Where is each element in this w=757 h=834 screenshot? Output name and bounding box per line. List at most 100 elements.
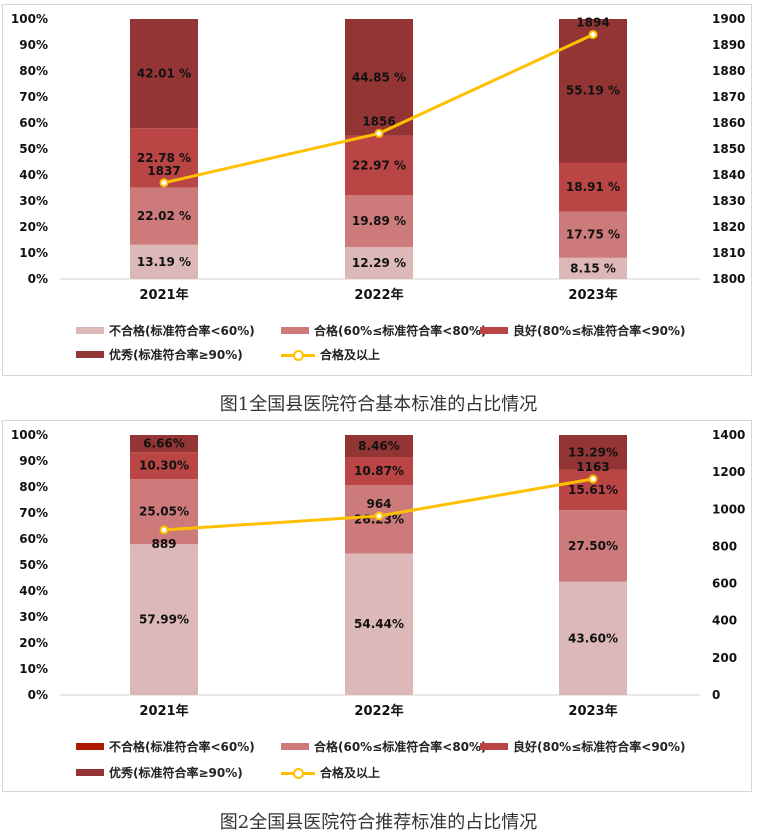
legend-item-line: 合格及以上 xyxy=(281,346,380,363)
y2-tick-label: 1400 xyxy=(712,428,745,442)
legend-item-line: 合格及以上 xyxy=(281,764,380,781)
data-label: 17.75 % xyxy=(566,228,620,242)
x-tick-label: 2023年 xyxy=(568,287,617,300)
legend-item-fail: 不合格(标准符合率<60%) xyxy=(76,738,255,755)
y-tick-label: 80% xyxy=(19,64,48,78)
y-tick-label: 10% xyxy=(19,662,48,676)
data-label: 22.02 % xyxy=(137,209,191,223)
data-label: 18.91 % xyxy=(566,180,620,194)
legend-swatch xyxy=(76,743,104,750)
bar-segment xyxy=(345,19,413,136)
y2-tick-label: 200 xyxy=(712,651,737,665)
legend-1: 不合格(标准符合率<60%) 合格(60%≤标准符合率<80%) 良好(80%≤… xyxy=(0,0,757,376)
legend-2: 不合格(标准符合率<60%) 合格(60%≤标准符合率<80%) 良好(80%≤… xyxy=(0,418,757,794)
y-tick-label: 50% xyxy=(19,558,48,572)
y-tick-label: 70% xyxy=(19,90,48,104)
bar-segment xyxy=(345,553,413,695)
data-label: 10.30% xyxy=(139,459,189,473)
line-point xyxy=(588,30,598,40)
legend-swatch xyxy=(281,743,309,750)
data-label: 12.29 % xyxy=(352,256,406,270)
y-tick-label: 50% xyxy=(19,142,48,156)
y-tick-label: 80% xyxy=(19,480,48,494)
data-label: 25.05% xyxy=(139,505,189,519)
data-label: 10.87% xyxy=(354,464,404,478)
y2-tick-label: 600 xyxy=(712,577,737,591)
data-label: 43.60% xyxy=(568,631,618,645)
bar-segment xyxy=(559,162,627,212)
bar-segment xyxy=(130,435,198,453)
y2-tick-label: 1850 xyxy=(712,142,745,156)
chart-frame-1 xyxy=(2,4,752,376)
legend-item-pass: 合格(60%≤标准符合率<80%) xyxy=(281,738,487,755)
legend-swatch xyxy=(281,327,309,334)
y2-tick-label: 1800 xyxy=(712,272,745,286)
y-tick-label: 20% xyxy=(19,220,48,234)
data-label: 42.01 % xyxy=(137,67,191,81)
y2-tick-label: 1830 xyxy=(712,194,745,208)
line-data-label: 1894 xyxy=(576,16,609,30)
bar-segment xyxy=(130,452,198,480)
bar-segment xyxy=(130,544,198,695)
x-tick-label: 2023年 xyxy=(568,703,617,718)
legend-item-excellent: 优秀(标准符合率≥90%) xyxy=(76,346,243,363)
y-tick-label: 60% xyxy=(19,116,48,130)
chart-2: 0% 10% 20% 30% 40% 50% 60% 70% 80% 90% 100% 0 200 400… xyxy=(11,428,745,718)
y-tick-label: 70% xyxy=(19,506,48,520)
data-label: 44.85 % xyxy=(352,70,406,84)
y2-tick-label: 1200 xyxy=(712,465,745,479)
y-tick-label: 90% xyxy=(19,38,48,52)
legend-item-pass: 合格(60%≤标准符合率<80%) xyxy=(281,322,487,339)
legend-swatch xyxy=(76,769,104,776)
figure-caption-1: 图1全国县医院符合基本标准的占比情况 xyxy=(219,394,538,415)
legend-swatch xyxy=(76,351,104,358)
legend-label: 优秀(标准符合率≥90%) xyxy=(109,766,243,780)
bar-segment xyxy=(345,435,413,457)
legend-label: 合格及以上 xyxy=(320,766,381,780)
legend-label: 合格(60%≤标准符合率<80%) xyxy=(314,324,487,338)
y2-tick-label: 1870 xyxy=(712,90,745,104)
data-label: 19.89 % xyxy=(352,214,406,228)
legend-swatch xyxy=(480,327,508,334)
y-tick-label: 40% xyxy=(19,584,48,598)
y-tick-label: 90% xyxy=(19,454,48,468)
y2-tick-label: 1890 xyxy=(712,38,745,52)
x-tick-label: 2021年 xyxy=(139,287,188,300)
figure-caption-2: 图2全国县医院符合推荐标准的占比情况 xyxy=(219,812,538,833)
y-tick-label: 40% xyxy=(19,168,48,182)
legend-label: 不合格(标准符合率<60%) xyxy=(109,740,255,754)
bar-segment xyxy=(130,19,198,129)
line-point xyxy=(159,525,169,535)
data-label: 6.66% xyxy=(143,437,185,451)
legend-swatch xyxy=(480,743,508,750)
data-label: 8.46% xyxy=(358,439,400,453)
x-tick-label: 2022年 xyxy=(354,703,403,718)
y2-tick-label: 1840 xyxy=(712,168,745,182)
bar-segment xyxy=(559,435,627,470)
data-label: 13.19 % xyxy=(137,255,191,269)
line-point xyxy=(374,511,384,521)
line-data-label: 1856 xyxy=(362,114,395,128)
legend-item-good: 良好(80%≤标准符合率<90%) xyxy=(480,738,686,755)
bar-segment xyxy=(559,257,627,279)
line-data-label: 1837 xyxy=(147,164,180,178)
y2-tick-label: 1880 xyxy=(712,64,745,78)
line-data-label: 964 xyxy=(366,497,391,511)
data-label: 22.97 % xyxy=(352,158,406,172)
y-tick-label: 100% xyxy=(11,428,48,442)
data-label: 8.15 % xyxy=(570,261,616,275)
bar-segment xyxy=(345,247,413,279)
line-point xyxy=(374,128,384,138)
x-tick-label: 2021年 xyxy=(139,703,188,718)
line-point xyxy=(588,474,598,484)
bar-segment xyxy=(345,135,413,196)
data-label: 13.29% xyxy=(568,445,618,459)
y2-tick-label: 1000 xyxy=(712,502,745,516)
y-tick-label: 10% xyxy=(19,246,48,260)
data-label: 27.50% xyxy=(568,539,618,553)
legend-item-good: 良好(80%≤标准符合率<90%) xyxy=(480,322,686,339)
y-tick-label: 100% xyxy=(11,12,48,26)
legend-line-swatch xyxy=(281,767,315,779)
bar-segment xyxy=(559,581,627,695)
y-tick-label: 30% xyxy=(19,194,48,208)
